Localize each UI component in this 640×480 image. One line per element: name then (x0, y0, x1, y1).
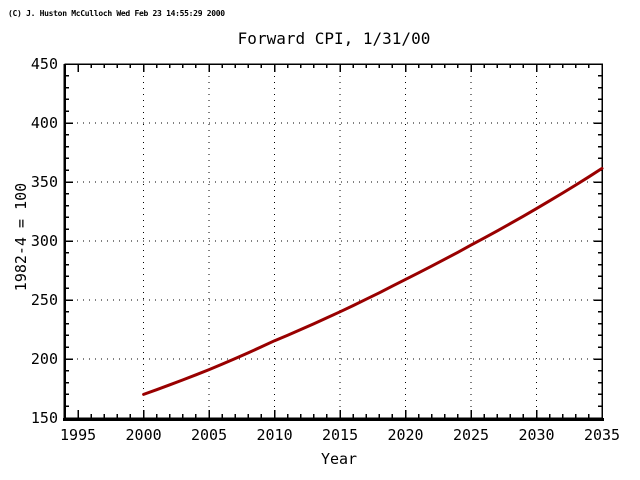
x-tick-label: 2010 (256, 426, 292, 444)
x-tick-label: 1995 (60, 426, 96, 444)
x-tick-label: 2015 (322, 426, 358, 444)
x-axis-label: Year (321, 450, 357, 468)
forward-cpi-curve (142, 166, 604, 396)
y-tick-label: 450 (31, 55, 58, 73)
chart-title: Forward CPI, 1/31/00 (238, 29, 431, 48)
copyright-text: (C) J. Huston McCulloch Wed Feb 23 14:55… (8, 9, 225, 18)
y-tick-label: 400 (31, 114, 58, 132)
x-tick-label: 2005 (191, 426, 227, 444)
x-tick-label: 2025 (453, 426, 489, 444)
x-tick-labels: 1995 2000 2005 2010 2015 2020 2025 2030 2035 (60, 426, 620, 444)
y-tick-labels: 150 200 250 300 350 400 450 (31, 55, 58, 427)
y-tick-label: 150 (31, 409, 58, 427)
y-tick-label: 300 (31, 232, 58, 250)
y-axis-label: 1982-4 = 100 (12, 183, 30, 291)
gridlines (65, 64, 602, 418)
x-tick-label: 2030 (518, 426, 554, 444)
x-tick-label: 2035 (584, 426, 620, 444)
y-tick-label: 200 (31, 350, 58, 368)
y-tick-label: 350 (31, 173, 58, 191)
x-tick-label: 2000 (126, 426, 162, 444)
x-tick-label: 2020 (387, 426, 423, 444)
y-tick-label: 250 (31, 291, 58, 309)
plot-frame (63, 63, 604, 421)
